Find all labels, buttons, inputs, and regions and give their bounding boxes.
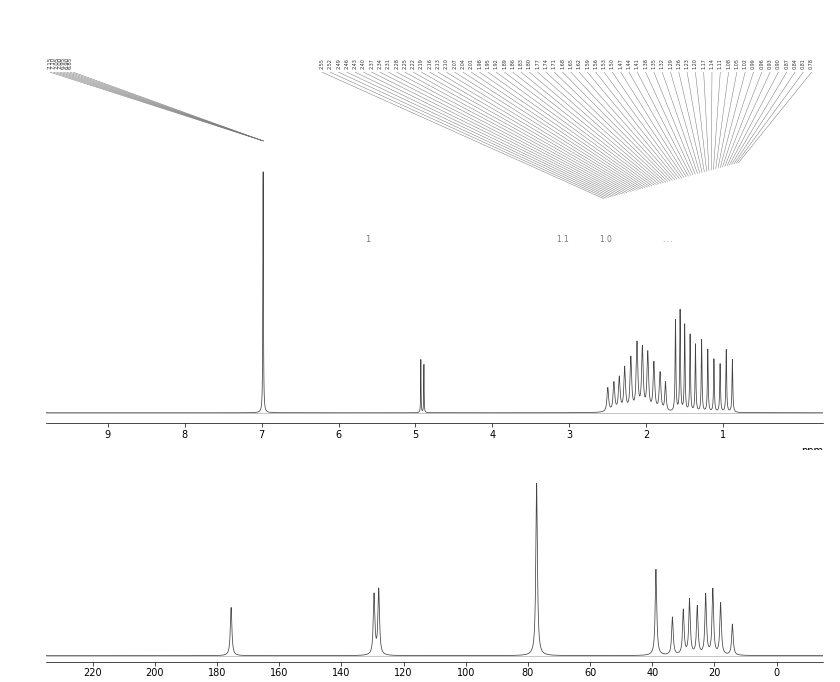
Text: 7.05: 7.05 xyxy=(55,57,60,69)
Text: 2.19: 2.19 xyxy=(419,58,424,69)
Text: 2.04: 2.04 xyxy=(460,58,465,69)
Text: 2.34: 2.34 xyxy=(378,58,382,69)
Text: 1.47: 1.47 xyxy=(618,58,623,69)
Text: 0.90: 0.90 xyxy=(776,58,781,69)
Text: 1.77: 1.77 xyxy=(535,58,540,69)
Text: 1.20: 1.20 xyxy=(693,58,698,69)
Text: 1.98: 1.98 xyxy=(477,58,482,69)
Text: 0.96: 0.96 xyxy=(759,58,764,69)
Text: 6.85: 6.85 xyxy=(67,57,72,69)
Text: 1.08: 1.08 xyxy=(726,58,731,69)
Text: $1.0\!\ $: $1.0\!\ $ xyxy=(599,233,612,244)
Text: 2.28: 2.28 xyxy=(394,58,399,69)
Text: 1.74: 1.74 xyxy=(543,58,549,69)
Text: 2.46: 2.46 xyxy=(344,58,349,69)
Text: 2.25: 2.25 xyxy=(402,58,407,69)
Text: 1.14: 1.14 xyxy=(710,58,715,69)
Text: 1.80: 1.80 xyxy=(527,58,532,69)
Text: 2.01: 2.01 xyxy=(469,58,474,69)
Text: 1.50: 1.50 xyxy=(610,58,615,69)
Text: 1.41: 1.41 xyxy=(635,58,640,69)
Text: 2.49: 2.49 xyxy=(336,58,341,69)
Text: 2.43: 2.43 xyxy=(353,58,358,69)
Text: 6.95: 6.95 xyxy=(61,57,66,69)
Text: 1.68: 1.68 xyxy=(560,58,565,69)
Text: 2.31: 2.31 xyxy=(386,58,391,69)
Text: 6.90: 6.90 xyxy=(64,57,69,69)
Text: 1.35: 1.35 xyxy=(651,58,656,69)
Text: 1.56: 1.56 xyxy=(593,58,598,69)
Text: 1.32: 1.32 xyxy=(659,58,664,69)
Text: 0.81: 0.81 xyxy=(801,58,806,69)
Text: 1.53: 1.53 xyxy=(601,58,606,69)
Text: 1.86: 1.86 xyxy=(511,58,516,69)
Text: 0.78: 0.78 xyxy=(809,58,814,69)
Text: 1.71: 1.71 xyxy=(552,58,557,69)
Text: 1.05: 1.05 xyxy=(734,58,739,69)
Text: 1.62: 1.62 xyxy=(577,58,582,69)
Text: 2.16: 2.16 xyxy=(428,58,433,69)
Text: 0.93: 0.93 xyxy=(768,58,773,69)
Text: 2.37: 2.37 xyxy=(370,58,375,69)
Text: 2.07: 2.07 xyxy=(452,58,457,69)
Text: 1.29: 1.29 xyxy=(668,58,673,69)
Text: $...$: $...$ xyxy=(662,235,674,244)
Text: 0.87: 0.87 xyxy=(785,58,789,69)
Text: 1.65: 1.65 xyxy=(569,58,574,69)
Text: 1.23: 1.23 xyxy=(685,58,690,69)
Text: 0.84: 0.84 xyxy=(792,58,797,69)
Text: 7.10: 7.10 xyxy=(51,57,56,69)
Text: 1.89: 1.89 xyxy=(502,58,507,69)
Text: ppm: ppm xyxy=(801,681,823,682)
Text: 1.44: 1.44 xyxy=(627,58,632,69)
Text: 2.55: 2.55 xyxy=(319,58,324,69)
Text: 1.83: 1.83 xyxy=(518,58,523,69)
Text: 1.59: 1.59 xyxy=(585,58,590,69)
Text: ppm: ppm xyxy=(801,446,823,456)
Text: 0.99: 0.99 xyxy=(751,58,756,69)
Text: 2.52: 2.52 xyxy=(328,58,333,69)
Text: 1.95: 1.95 xyxy=(486,58,491,69)
Text: 1.17: 1.17 xyxy=(701,58,706,69)
Text: 7.15: 7.15 xyxy=(48,57,53,69)
Text: 7.00: 7.00 xyxy=(58,57,62,69)
Text: 2.40: 2.40 xyxy=(361,58,366,69)
Text: $1.1$: $1.1$ xyxy=(556,233,570,244)
Text: $1$: $1$ xyxy=(365,233,372,244)
Text: 1.11: 1.11 xyxy=(718,58,722,69)
Text: 1.38: 1.38 xyxy=(643,58,648,69)
Text: 1.26: 1.26 xyxy=(676,58,681,69)
Text: 2.22: 2.22 xyxy=(411,58,416,69)
Text: 2.10: 2.10 xyxy=(444,58,449,69)
Text: 1.92: 1.92 xyxy=(494,58,499,69)
Text: 2.13: 2.13 xyxy=(436,58,441,69)
Text: 1.02: 1.02 xyxy=(743,58,748,69)
